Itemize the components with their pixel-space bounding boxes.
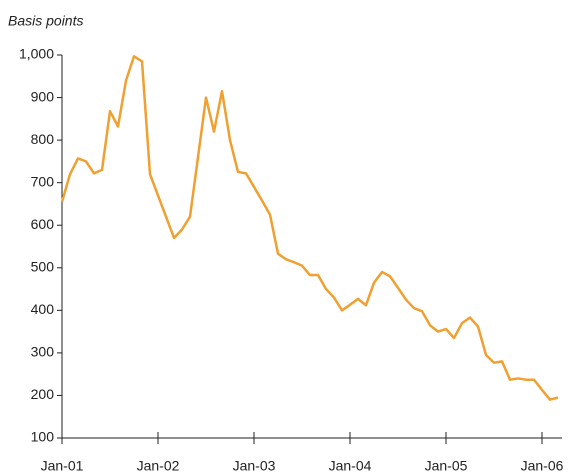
y-tick-label: 100: [31, 429, 55, 445]
y-tick-label: 200: [31, 386, 55, 402]
x-tick-label: Jan-01: [41, 458, 84, 474]
y-tick-label: 1,000: [19, 46, 54, 62]
y-tick-label: 400: [31, 301, 55, 317]
x-tick-label: Jan-06: [521, 458, 564, 474]
y-axis-label: Basis points: [8, 13, 83, 29]
x-tick-label: Jan-03: [233, 458, 276, 474]
x-tick-label: Jan-04: [329, 458, 372, 474]
y-tick-label: 800: [31, 131, 55, 147]
y-tick-label: 900: [31, 88, 55, 104]
x-tick-label: Jan-05: [425, 458, 468, 474]
y-tick-label: 700: [31, 173, 55, 189]
y-tick-label: 300: [31, 344, 55, 360]
y-tick-label: 500: [31, 258, 55, 274]
data-line: [60, 55, 559, 401]
y-tick-label: 600: [31, 216, 55, 232]
x-tick-label: Jan-02: [137, 458, 180, 474]
